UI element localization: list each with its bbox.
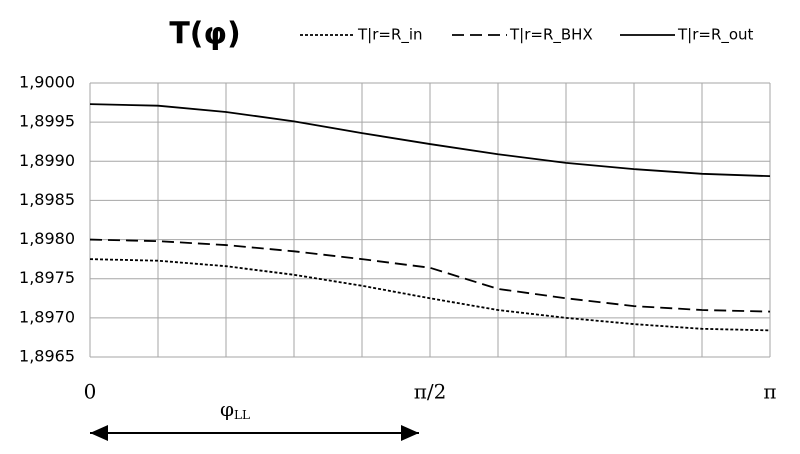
y-tick-label: 1,8995 bbox=[19, 112, 75, 131]
y-tick-label: 1,8975 bbox=[19, 268, 75, 287]
chart-title: T(φ) bbox=[169, 17, 240, 52]
y-tick-label: 1,8990 bbox=[19, 151, 75, 170]
x-tick-label: π/2 bbox=[414, 380, 447, 404]
series-line bbox=[89, 258, 771, 332]
y-tick-label: 1,8980 bbox=[19, 229, 75, 248]
y-tick-label: 1,8970 bbox=[19, 307, 75, 326]
y-tick-label: 1,8965 bbox=[19, 347, 75, 366]
legend-label: T|r=R_out bbox=[677, 26, 754, 45]
x-tick-label: 0 bbox=[84, 380, 97, 404]
legend-label: T|r=R_BHX bbox=[509, 26, 593, 45]
y-tick-label: 1,9000 bbox=[19, 73, 75, 92]
annotation: φLL bbox=[220, 397, 250, 422]
y-tick-label: 1,8985 bbox=[19, 190, 75, 209]
series-line bbox=[89, 238, 771, 313]
annotation-symbol: φ bbox=[220, 397, 234, 421]
x-tick-label: π bbox=[763, 380, 776, 404]
annotation-subscript: LL bbox=[234, 408, 250, 422]
series-line bbox=[89, 103, 771, 178]
legend-label: T|r=R_in bbox=[357, 26, 423, 45]
